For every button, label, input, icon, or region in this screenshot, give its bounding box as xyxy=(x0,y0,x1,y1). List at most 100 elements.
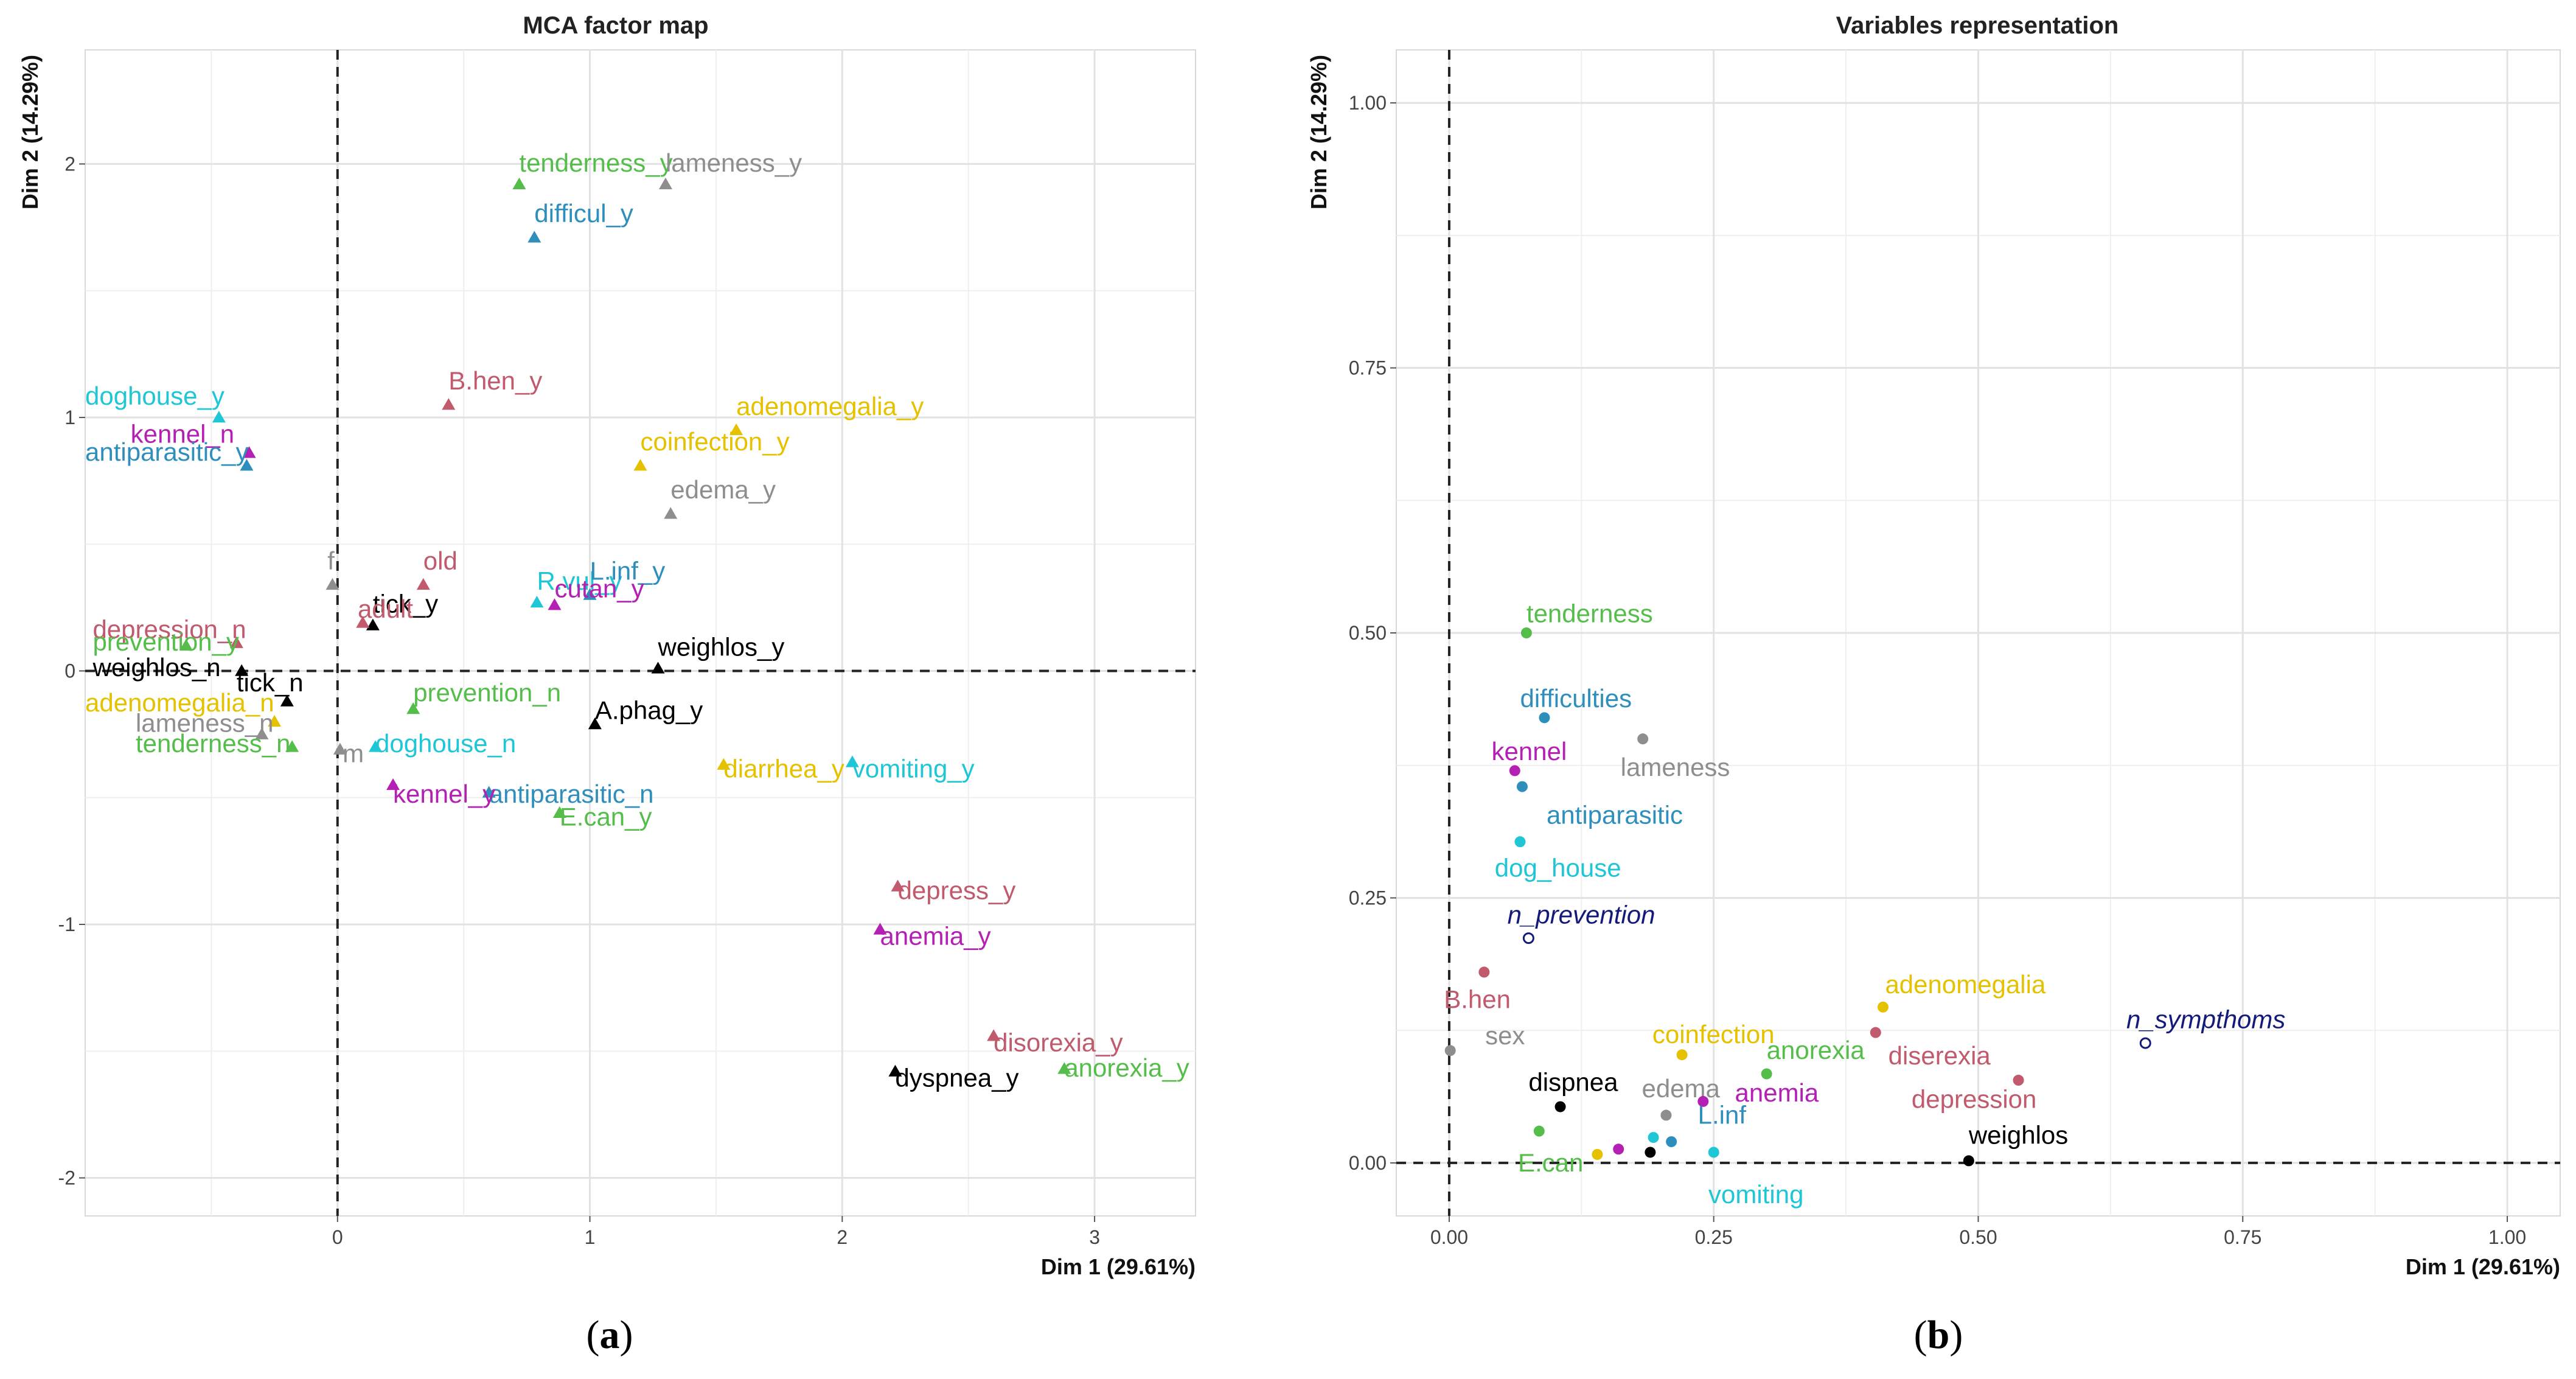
data-point-marker xyxy=(1676,1049,1688,1061)
panel-b-title: Variables representation xyxy=(1836,12,2119,39)
data-point-marker xyxy=(729,423,743,436)
data-point-marker xyxy=(530,596,544,608)
data-point-marker xyxy=(416,578,430,590)
y-tick-label: 0.75 xyxy=(1349,357,1387,379)
data-point-label: vomiting xyxy=(1708,1180,1803,1209)
data-point-marker xyxy=(242,446,256,458)
data-point-marker xyxy=(482,786,496,798)
data-point-marker xyxy=(1533,1125,1545,1137)
data-point-marker xyxy=(633,459,647,471)
data-point-marker xyxy=(1660,1109,1672,1121)
data-point-marker xyxy=(845,755,859,767)
data-point-marker xyxy=(268,714,282,727)
data-point-label: A.phag_y xyxy=(595,696,703,725)
data-point-marker xyxy=(356,616,370,628)
data-point-label: edema xyxy=(1641,1074,1720,1103)
data-point-marker xyxy=(658,177,672,190)
data-point-label: vomiting_y xyxy=(852,754,975,783)
data-point-label: prevention_y xyxy=(92,627,239,656)
panel-a-caption: (a) xyxy=(587,1313,633,1357)
x-tick-label: 0.75 xyxy=(2224,1226,2261,1248)
data-point-label: old xyxy=(423,546,458,575)
data-point-label: depression xyxy=(1912,1084,2036,1113)
x-tick-label: 0.00 xyxy=(1430,1226,1468,1248)
data-point-marker xyxy=(1592,1148,1603,1160)
data-point-marker xyxy=(1963,1155,1974,1167)
y-tick-label: 0.50 xyxy=(1349,622,1387,644)
panel-a-plot: 0 1 2 3 -2 -1 0 1 2 tenderness_ylameness_ydiffic… xyxy=(58,49,1196,1248)
data-point-marker xyxy=(583,588,597,600)
panel-b-points: tenderness difficulties lameness kennel anti… xyxy=(1444,599,2285,1209)
data-point-label: L.inf_y xyxy=(590,557,666,585)
data-point-marker xyxy=(891,879,905,892)
data-point-label: antiparasitic_n xyxy=(489,780,654,808)
data-point-label: difficulties xyxy=(1520,684,1632,713)
data-point-label: n_sympthoms xyxy=(2126,1005,2285,1034)
data-point-label: antiparasitic xyxy=(1547,801,1683,829)
data-point-marker xyxy=(1637,733,1649,745)
y-tick-label: 0 xyxy=(64,660,75,682)
data-point-label: anorexia_y xyxy=(1064,1053,1189,1082)
data-point-label: adult xyxy=(358,595,413,623)
y-tick-label: 1 xyxy=(64,407,75,428)
data-point-marker xyxy=(442,398,456,410)
data-point-label: E.can_y xyxy=(560,803,652,831)
data-point-marker xyxy=(1613,1143,1624,1155)
data-point-label: tenderness_y xyxy=(519,148,672,177)
data-point-marker xyxy=(386,778,400,791)
y-tick-label: -1 xyxy=(58,913,75,935)
panel-b-ticks: 0.00 0.25 0.50 0.75 1.00 0.00 0.25 0.50 0.75 1.00 xyxy=(1349,92,2526,1248)
data-point-marker xyxy=(366,618,380,630)
data-point-marker xyxy=(179,638,193,651)
data-point-label: depression_n xyxy=(92,615,246,643)
data-point-label: coinfection xyxy=(1652,1020,1775,1049)
data-point-marker xyxy=(255,727,269,739)
data-point-marker xyxy=(717,758,731,770)
data-point-label: prevention_n xyxy=(413,678,561,707)
data-point-label: tenderness xyxy=(1526,599,1653,628)
data-point-label: tick_y xyxy=(373,590,438,618)
panel-a-ticks: 0 1 2 3 -2 -1 0 1 2 xyxy=(58,153,1100,1248)
y-tick-label: 0.25 xyxy=(1349,887,1387,909)
data-point-label: dyspnea_y xyxy=(895,1064,1018,1092)
data-point-label: adenomegalia_n xyxy=(85,688,274,717)
data-point-marker xyxy=(651,662,665,674)
data-point-label: adenomegalia xyxy=(1885,970,2046,999)
data-point-label: kennel_y xyxy=(393,780,495,808)
data-point-marker xyxy=(280,694,294,707)
caption-b-letter: b xyxy=(1927,1313,1950,1357)
data-point-label: coinfection_y xyxy=(641,427,790,456)
y-tick-label: 0.00 xyxy=(1349,1152,1387,1174)
data-point-label: kennel xyxy=(1492,737,1567,766)
data-point-marker xyxy=(240,459,254,471)
data-point-marker xyxy=(368,740,382,752)
data-point-marker xyxy=(1666,1136,1677,1148)
data-point-label: n_prevention xyxy=(1508,900,1655,929)
caption-a-letter: a xyxy=(600,1313,620,1357)
data-point-marker xyxy=(1877,1001,1888,1013)
data-point-marker xyxy=(527,231,541,243)
data-point-marker xyxy=(1761,1068,1772,1080)
data-point-marker xyxy=(1522,932,1534,944)
caption-a-close: ) xyxy=(620,1313,633,1357)
data-point-marker xyxy=(588,717,602,730)
data-point-marker xyxy=(664,507,678,519)
data-point-marker xyxy=(235,664,249,676)
data-point-marker xyxy=(285,740,299,752)
data-point-label: diarrhea_y xyxy=(723,754,844,783)
data-point-label: disorexia_y xyxy=(994,1028,1123,1056)
y-tick-label: 2 xyxy=(64,153,75,175)
y-tick-label: 1.00 xyxy=(1349,92,1387,114)
data-point-label: R.vul_y xyxy=(537,567,622,595)
data-point-marker xyxy=(333,742,347,755)
panel-a-y-axis-title: Dim 2 (14.29%) xyxy=(18,55,43,209)
data-point-marker xyxy=(2139,1037,2151,1049)
data-point-label: B.hen_y xyxy=(448,366,542,395)
x-tick-label: 0.25 xyxy=(1695,1226,1733,1248)
x-tick-label: 3 xyxy=(1089,1226,1100,1248)
data-point-label: tick_n xyxy=(237,668,304,697)
data-point-label: dog_house xyxy=(1495,854,1621,882)
data-point-marker xyxy=(987,1029,1001,1041)
data-point-marker xyxy=(406,702,420,714)
